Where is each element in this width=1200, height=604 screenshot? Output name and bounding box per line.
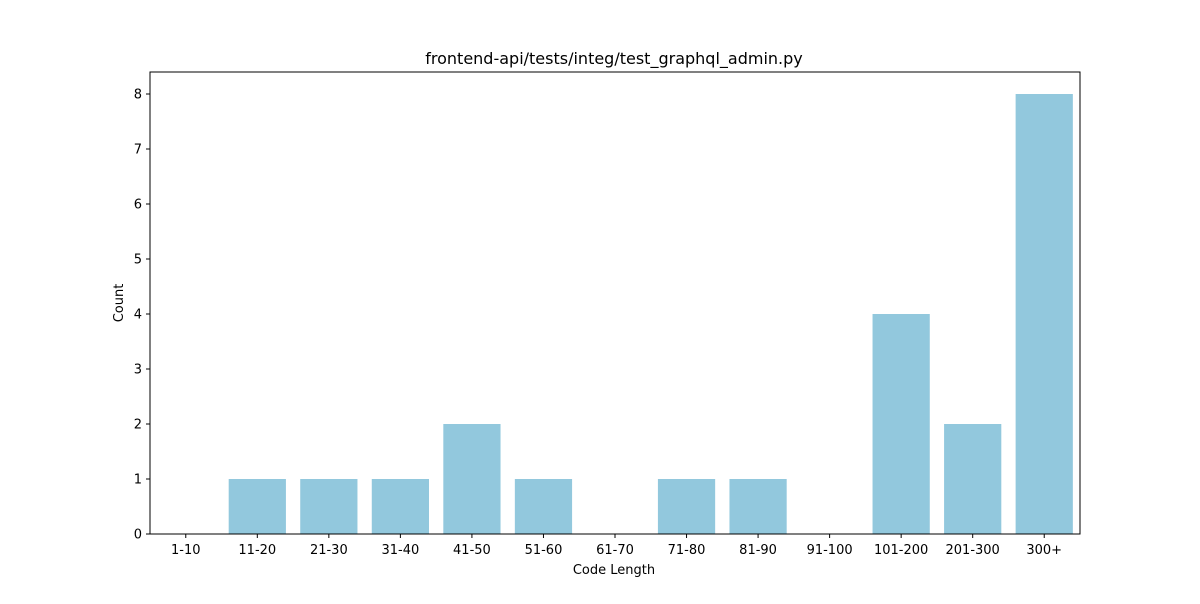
x-tick-label: 201-300 [946,543,1000,558]
bar-31-40 [371,479,429,534]
y-tick-label: 7 [134,143,142,158]
x-axis-label: Code Length [573,563,655,578]
y-tick-label: 3 [134,363,142,378]
x-tick-label: 1-10 [171,543,201,558]
x-tick-label: 21-30 [310,543,348,558]
x-tick-label: 81-90 [739,543,777,558]
x-tick-label: 101-200 [874,543,928,558]
y-tick-label: 4 [134,308,142,323]
x-tick-label: 91-100 [807,543,853,558]
x-tick-label: 71-80 [668,543,706,558]
x-tick-label: 31-40 [381,543,419,558]
x-tick-label: 300+ [1026,543,1062,558]
bar-81-90 [729,479,787,534]
bar-201-300 [944,424,1002,534]
bar-51-60 [514,479,573,534]
bar-101-200 [872,314,930,534]
y-axis-ticks: 0 1 2 3 4 5 6 7 8 [134,88,150,543]
x-tick-label: 41-50 [453,543,491,558]
x-axis-ticks: 1-10 11-20 21-30 31-40 41-50 51-60 61-70 71-80 8… [171,534,1062,558]
plot-frame [149,71,1081,535]
bar-41-50 [443,424,501,534]
bar-71-80 [657,479,716,534]
bar-11-20 [228,479,286,534]
y-tick-label: 1 [134,473,142,488]
y-tick-label: 6 [134,198,142,213]
x-tick-label: 11-20 [238,543,276,558]
x-tick-label: 51-60 [525,543,563,558]
x-tick-label: 61-70 [596,543,634,558]
y-tick-label: 2 [134,418,142,433]
chart-title: frontend-api/tests/integ/test_graphql_ad… [425,49,802,69]
y-tick-label: 5 [134,253,142,268]
y-tick-label: 8 [134,88,142,103]
y-tick-label: 0 [134,528,142,543]
bar-300+ [1015,94,1073,534]
y-axis-label: Count [112,284,127,323]
bar-21-30 [300,479,358,534]
bars-group [228,94,1073,534]
